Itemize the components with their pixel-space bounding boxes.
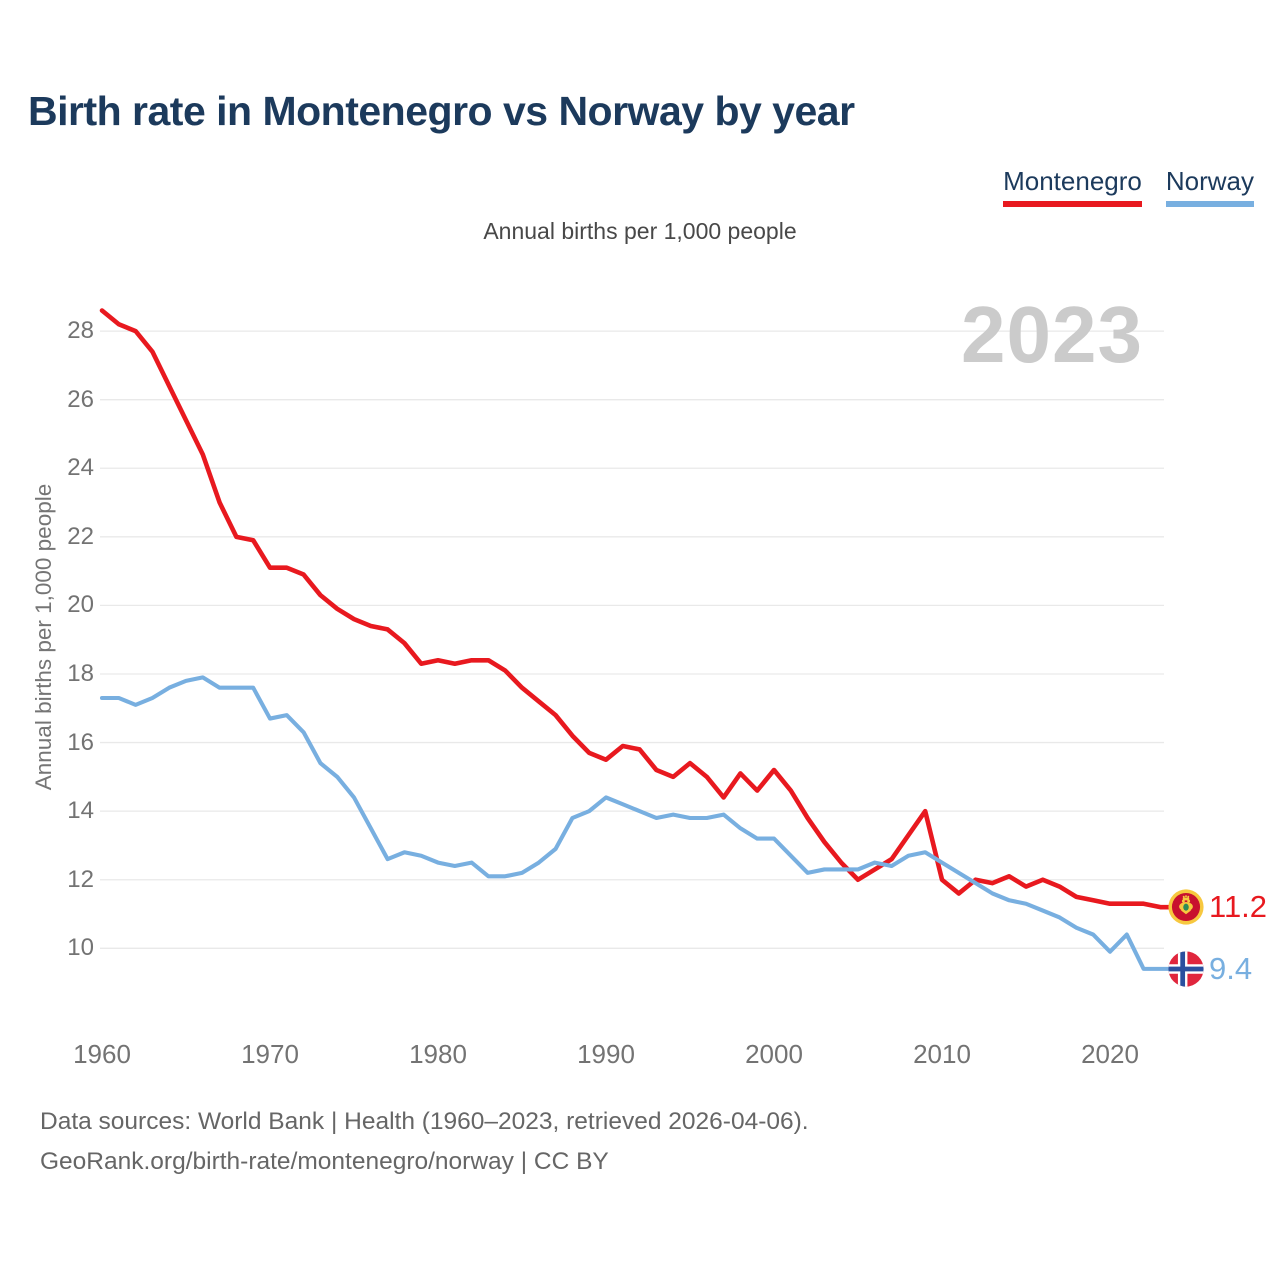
legend: Montenegro Norway xyxy=(1003,166,1254,207)
footer-attribution-line: GeoRank.org/birth-rate/montenegro/norway… xyxy=(40,1148,609,1175)
legend-swatch-norway xyxy=(1165,201,1254,207)
norway-end-value: 9.4 xyxy=(1209,951,1253,986)
footer-sources-line: Data sources: World Bank | Health (1960–… xyxy=(40,1108,809,1135)
norway-flag-icon xyxy=(1167,950,1205,988)
page-title: Birth rate in Montenegro vs Norway by ye… xyxy=(28,88,855,134)
legend-label-montenegro: Montenegro xyxy=(1003,166,1142,196)
montenegro-end-value: 11.2 xyxy=(1209,889,1268,924)
legend-label-norway: Norway xyxy=(1165,166,1254,196)
series-line-norway xyxy=(99,675,1172,971)
series-line-montenegro xyxy=(99,308,1172,910)
montenegro-flag-icon xyxy=(1167,888,1205,926)
watermark-year: 2023 xyxy=(961,290,1143,379)
chart-subtitle: Annual births per 1,000 people xyxy=(483,218,797,244)
footer: Data sources: World Bank | Health (1960–… xyxy=(40,1102,809,1182)
legend-item-montenegro[interactable]: Montenegro xyxy=(1003,166,1142,207)
legend-item-norway[interactable]: Norway xyxy=(1165,166,1254,207)
legend-swatch-montenegro xyxy=(1003,201,1142,207)
